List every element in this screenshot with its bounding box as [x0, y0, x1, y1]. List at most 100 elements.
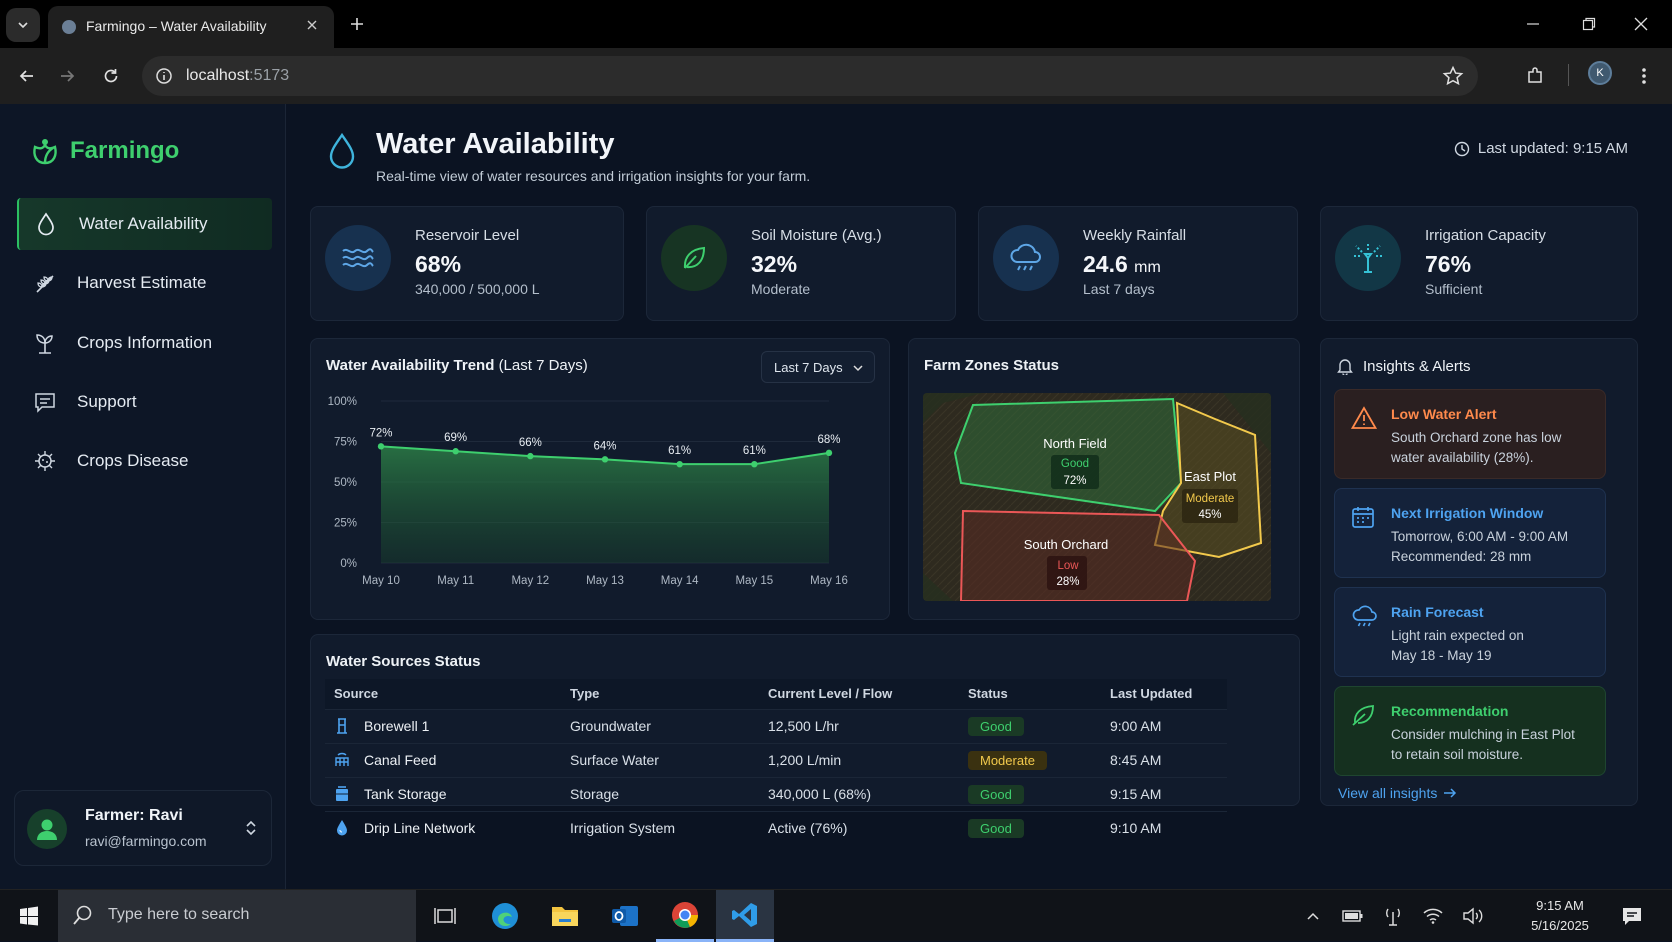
- arrow-left-icon: [19, 70, 33, 82]
- show-hidden-icons-button[interactable]: [1296, 890, 1330, 942]
- sidebar-item-crops-disease[interactable]: Crops Disease: [17, 435, 272, 487]
- data-point: [527, 452, 534, 460]
- wifi-tray-icon[interactable]: [1416, 890, 1450, 942]
- insight-recommendation[interactable]: Recommendation Consider mulching in East…: [1334, 686, 1606, 776]
- water-drop-icon: [329, 132, 355, 169]
- sidebar-item-label: Support: [77, 392, 137, 411]
- data-point: [377, 443, 385, 450]
- site-info-icon[interactable]: [154, 66, 174, 86]
- taskbar-edge[interactable]: [476, 890, 534, 942]
- url-text: localhost:5173: [186, 67, 290, 84]
- sidebar-item-crops-information[interactable]: Crops Information: [17, 317, 272, 369]
- task-view-button[interactable]: [416, 890, 474, 942]
- brand-logo[interactable]: Farmingo: [30, 136, 179, 166]
- reload-icon: [104, 69, 118, 83]
- stat-card-soil-moisture: Soil Moisture (Avg.) 32% Moderate: [646, 206, 956, 321]
- profile-avatar[interactable]: K: [1588, 61, 1612, 85]
- insight-description: Tomorrow, 6:00 AM - 9:00 AM Recommended: …: [1391, 529, 1569, 564]
- vscode-icon: [732, 902, 757, 927]
- sidebar-item-water-availability[interactable]: Water Availability: [17, 198, 272, 250]
- close-icon: [307, 20, 317, 30]
- restore-button[interactable]: [1574, 10, 1604, 38]
- clock-icon: [1454, 141, 1470, 156]
- toolbar-divider: [1568, 64, 1569, 86]
- back-button[interactable]: [13, 62, 41, 90]
- minimize-button[interactable]: [1518, 10, 1548, 38]
- table-row[interactable]: Tank Storage Storage 340,000 L (68%) Goo…: [325, 776, 1227, 811]
- chevron-up-down-icon[interactable]: [245, 819, 257, 837]
- new-tab-button[interactable]: [346, 13, 368, 35]
- taskbar-vscode[interactable]: [716, 890, 774, 942]
- bookmark-star-icon[interactable]: [1442, 65, 1464, 87]
- y-tick-label: 75%: [334, 437, 357, 449]
- taskbar-clock[interactable]: 9:15 AM 5/16/2025: [1520, 896, 1600, 936]
- rain-cloud-icon: [993, 225, 1059, 291]
- battery-tray-icon[interactable]: [1336, 890, 1370, 942]
- volume-tray-icon[interactable]: [1456, 890, 1490, 942]
- stat-label: Reservoir Level: [415, 227, 520, 244]
- farm-zones-map[interactable]: North Field Good 72% East Plot Moderate …: [923, 393, 1271, 601]
- arrow-right-icon: [1444, 788, 1457, 798]
- table-row[interactable]: Canal Feed Surface Water 1,200 L/min Mod…: [325, 742, 1227, 777]
- search-icon: [73, 905, 92, 925]
- sidebar-item-harvest-estimate[interactable]: Harvest Estimate: [17, 257, 272, 309]
- farm-zones-title: Farm Zones Status: [924, 357, 1060, 374]
- view-all-label: View all insights: [1338, 785, 1438, 801]
- insight-low-water-alert[interactable]: Low Water Alert South Orchard zone has l…: [1334, 389, 1606, 479]
- water-sources-card: Water Sources Status Source Type Current…: [310, 634, 1300, 845]
- start-button[interactable]: [0, 890, 58, 942]
- sidebar: Farmingo Water Availability Harvest Esti…: [0, 104, 286, 889]
- close-window-button[interactable]: [1626, 10, 1656, 38]
- antenna-icon: [1386, 908, 1400, 926]
- zone-status: Low: [1057, 560, 1079, 572]
- notification-icon: [1623, 908, 1641, 925]
- brand-name: Farmingo: [70, 137, 180, 164]
- sidebar-item-label: Water Availability: [79, 214, 208, 233]
- table-row[interactable]: Drip Line Network Irrigation System Acti…: [325, 810, 1227, 845]
- data-point: [676, 460, 683, 468]
- notifications-button[interactable]: [1610, 890, 1654, 942]
- taskbar-outlook[interactable]: [596, 890, 654, 942]
- browser-tab[interactable]: Farmingo – Water Availability: [48, 6, 334, 48]
- sprout-icon: [36, 334, 53, 354]
- view-all-insights-link[interactable]: View all insights: [1338, 785, 1457, 801]
- zone-status: Moderate: [1186, 493, 1235, 505]
- chevron-down-icon: [853, 365, 863, 372]
- user-name: Farmer: Ravi: [85, 807, 183, 824]
- stat-value: 76%: [1425, 251, 1472, 277]
- extensions-button[interactable]: [1521, 62, 1549, 90]
- range-select[interactable]: Last 7 Days: [761, 351, 875, 383]
- insights-card: Insights & Alerts Low Water Alert South …: [1320, 338, 1638, 806]
- close-tab-button[interactable]: [302, 15, 322, 35]
- reload-button[interactable]: [97, 62, 125, 90]
- source-name: Borewell 1: [364, 718, 430, 734]
- address-bar[interactable]: localhost:5173: [142, 56, 1478, 96]
- network-tray-icon[interactable]: [1376, 890, 1410, 942]
- insight-title: Recommendation: [1391, 703, 1509, 719]
- zone-name: South Orchard: [1024, 537, 1109, 552]
- y-tick-label: 100%: [328, 396, 357, 408]
- stat-subtext: Moderate: [751, 281, 811, 297]
- close-icon: [1634, 17, 1648, 31]
- insights-title: Insights & Alerts: [1363, 357, 1471, 375]
- insight-rain-forecast[interactable]: Rain Forecast Light rain expected on May …: [1334, 587, 1606, 677]
- farm-map-svg: North Field Good 72% East Plot Moderate …: [923, 393, 1271, 601]
- tab-search-button[interactable]: [6, 8, 40, 42]
- status-badge: Good: [968, 716, 1024, 736]
- table-row[interactable]: Borewell 1 Groundwater 12,500 L/hr Good …: [325, 708, 1227, 743]
- insight-next-irrigation-window[interactable]: Next Irrigation Window Tomorrow, 6:00 AM…: [1334, 488, 1606, 578]
- sidebar-item-label: Harvest Estimate: [77, 273, 207, 292]
- source-updated: 8:45 AM: [1101, 742, 1227, 777]
- browser-menu-button[interactable]: [1630, 62, 1658, 90]
- user-icon: [37, 819, 57, 840]
- taskbar-chrome[interactable]: [656, 890, 714, 942]
- sidebar-item-support[interactable]: Support: [17, 376, 272, 428]
- forward-button[interactable]: [53, 62, 81, 90]
- taskbar-search[interactable]: Type here to search: [58, 890, 416, 942]
- insight-title: Low Water Alert: [1391, 406, 1497, 422]
- zone-value: 45%: [1198, 509, 1221, 521]
- taskbar-file-explorer[interactable]: [536, 890, 594, 942]
- data-point: [825, 449, 833, 457]
- user-profile-card[interactable]: Farmer: Ravi ravi@farmingo.com: [14, 790, 272, 866]
- status-badge: Good: [968, 784, 1024, 804]
